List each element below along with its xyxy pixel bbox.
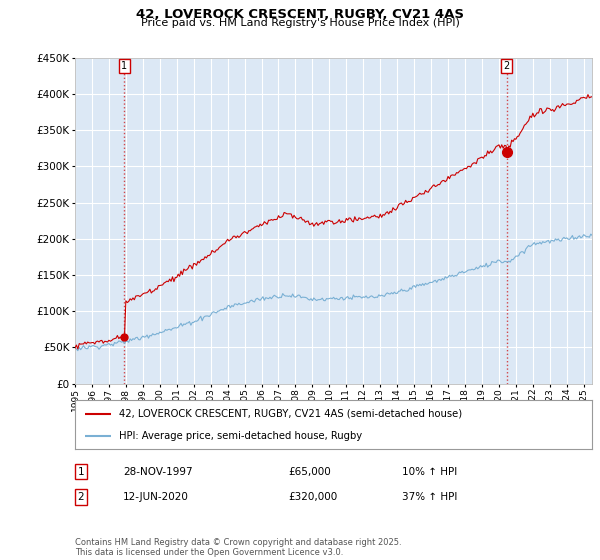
Text: £320,000: £320,000 xyxy=(288,492,337,502)
Text: 10% ↑ HPI: 10% ↑ HPI xyxy=(402,466,457,477)
Text: 42, LOVEROCK CRESCENT, RUGBY, CV21 4AS (semi-detached house): 42, LOVEROCK CRESCENT, RUGBY, CV21 4AS (… xyxy=(119,409,462,419)
Text: 2: 2 xyxy=(77,492,85,502)
Text: 42, LOVEROCK CRESCENT, RUGBY, CV21 4AS: 42, LOVEROCK CRESCENT, RUGBY, CV21 4AS xyxy=(136,8,464,21)
Text: 2: 2 xyxy=(503,61,509,71)
Text: 1: 1 xyxy=(121,61,127,71)
Text: 28-NOV-1997: 28-NOV-1997 xyxy=(123,466,193,477)
Text: £65,000: £65,000 xyxy=(288,466,331,477)
Text: Price paid vs. HM Land Registry's House Price Index (HPI): Price paid vs. HM Land Registry's House … xyxy=(140,18,460,29)
Text: 1: 1 xyxy=(77,466,85,477)
Text: 37% ↑ HPI: 37% ↑ HPI xyxy=(402,492,457,502)
Text: HPI: Average price, semi-detached house, Rugby: HPI: Average price, semi-detached house,… xyxy=(119,431,362,441)
Text: 12-JUN-2020: 12-JUN-2020 xyxy=(123,492,189,502)
Text: Contains HM Land Registry data © Crown copyright and database right 2025.
This d: Contains HM Land Registry data © Crown c… xyxy=(75,538,401,557)
